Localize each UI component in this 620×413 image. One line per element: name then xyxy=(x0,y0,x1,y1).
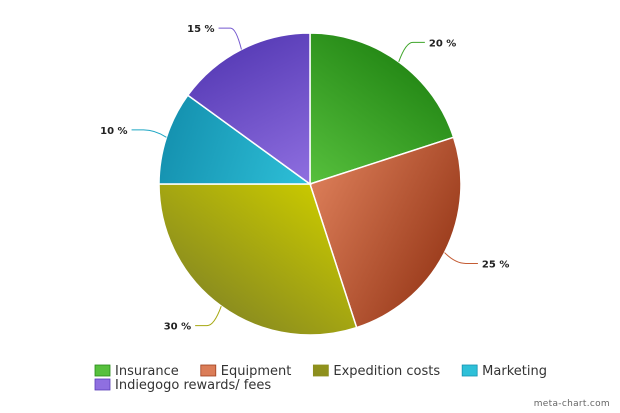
legend-swatch-equipment xyxy=(200,364,217,377)
legend-item-equipment: Equipment xyxy=(200,364,292,379)
slice-label-expedition-costs: 30 % xyxy=(164,322,191,333)
slice-label-marketing: 10 % xyxy=(100,126,127,137)
leader-line-insurance xyxy=(398,41,425,63)
slice-label-indiegogo-rewards-fees: 15 % xyxy=(187,24,214,35)
legend-swatch-marketing xyxy=(461,364,478,377)
leader-lines xyxy=(131,27,478,327)
legend-item-expedition-costs: Expedition costs xyxy=(312,364,440,379)
legend-swatch-insurance xyxy=(94,364,111,377)
slice-label-insurance: 20 % xyxy=(429,38,456,49)
slice-labels: 20 % 25 % 30 % 10 % 15 % xyxy=(100,24,509,333)
leader-line-expedition-costs xyxy=(195,305,222,327)
legend-swatch-indiegogo-rewards-fees xyxy=(94,378,111,391)
legend-swatch-expedition-costs xyxy=(312,364,329,377)
legend-item-insurance: Insurance xyxy=(94,364,179,379)
legend-label-expedition-costs: Expedition costs xyxy=(333,364,440,379)
legend-item-indiegogo-rewards-fees: Indiegogo rewards/ fees xyxy=(94,378,271,393)
legend-label-indiegogo-rewards-fees: Indiegogo rewards/ fees xyxy=(115,378,271,393)
legend: Insurance Equipment Expedition costs Market… xyxy=(94,364,547,393)
legend-label-insurance: Insurance xyxy=(115,364,179,379)
pie-slice-insurance xyxy=(309,32,455,186)
leader-line-indiegogo-rewards-fees xyxy=(218,27,242,50)
pie-slices xyxy=(158,32,462,336)
legend-label-marketing: Marketing xyxy=(482,364,547,379)
slice-label-equipment: 25 % xyxy=(482,259,509,270)
chart-credit: meta-chart.com xyxy=(533,399,610,409)
legend-item-marketing: Marketing xyxy=(461,364,547,379)
leader-line-equipment xyxy=(444,252,478,264)
leader-line-marketing xyxy=(131,129,167,138)
legend-label-equipment: Equipment xyxy=(221,364,292,379)
